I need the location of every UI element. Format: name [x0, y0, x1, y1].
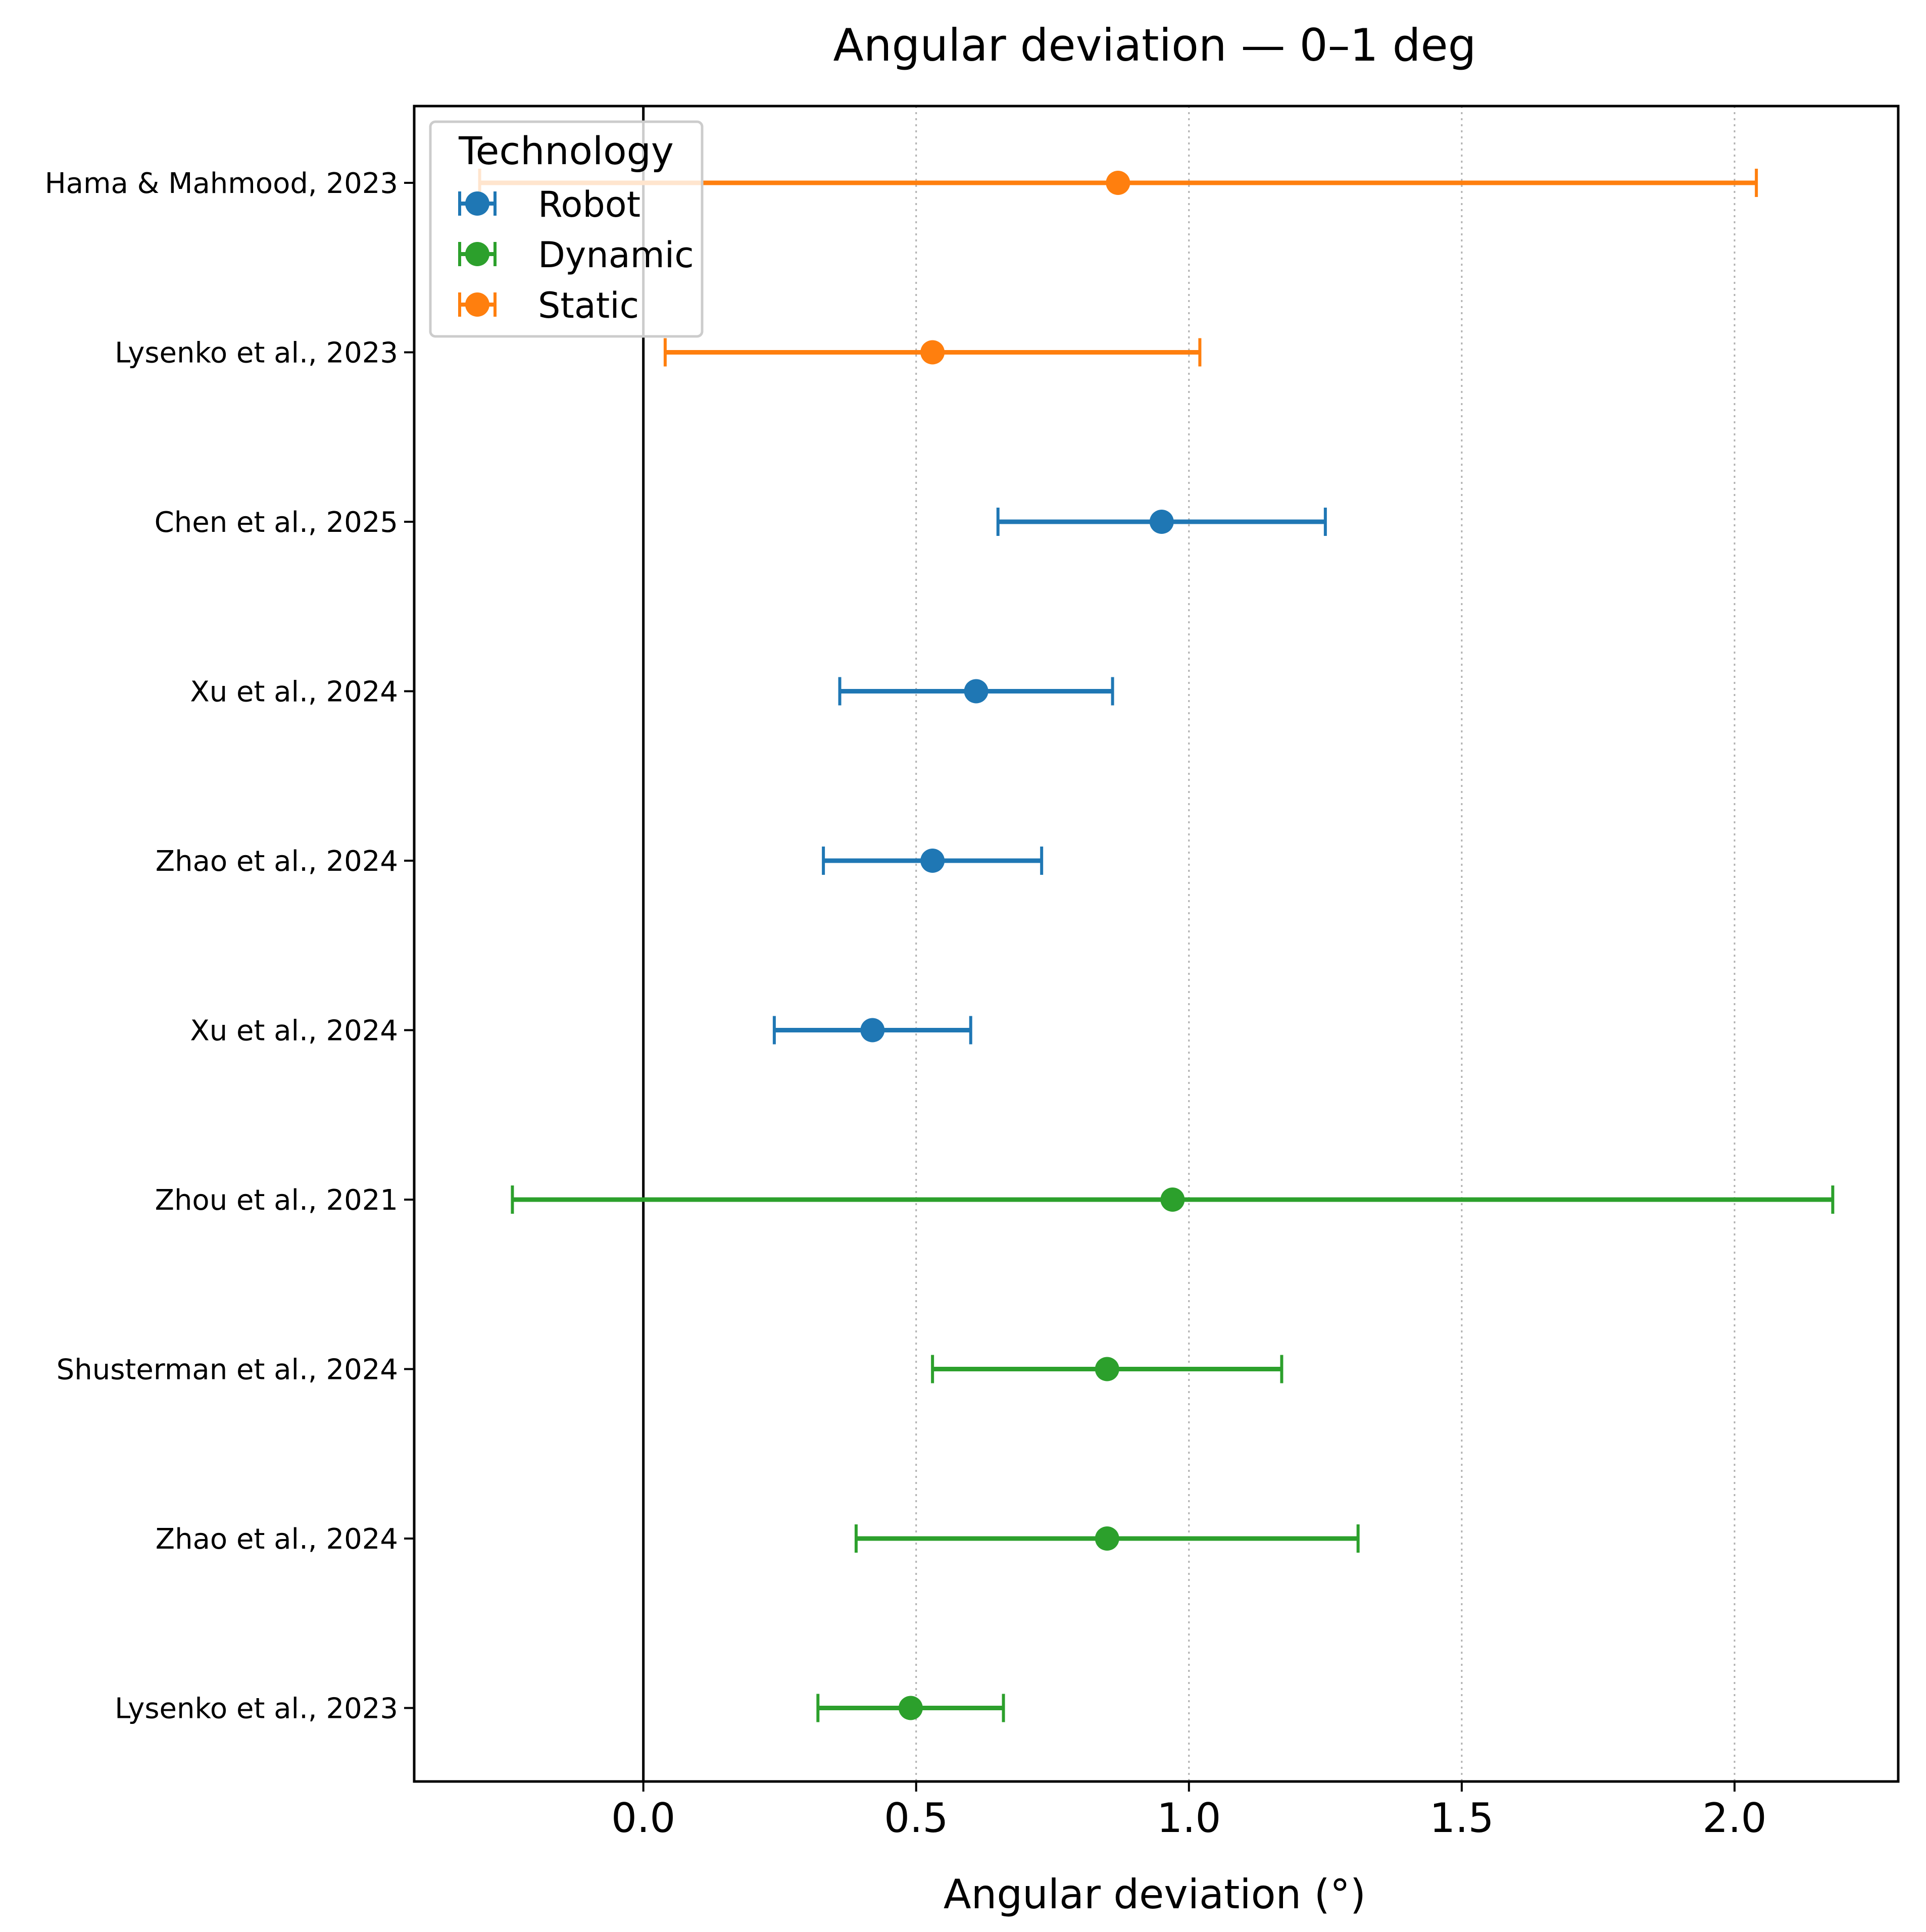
y-tick-label: Xu et al., 2024 — [190, 676, 398, 709]
legend-box — [429, 120, 704, 338]
legend-marker — [465, 191, 489, 216]
legend-marker — [465, 292, 489, 317]
study-row-7 — [931, 1355, 1283, 1383]
point-estimate — [1095, 1526, 1119, 1551]
y-tick-label: Hama & Mahmood, 2023 — [45, 167, 398, 200]
legend-label: Dynamic — [538, 234, 694, 276]
legend-entry-robot: Robot — [458, 184, 640, 225]
x-axis-label: Angular deviation (°) — [944, 1871, 1366, 1918]
x-tick-label: 0.5 — [884, 1795, 948, 1842]
legend-label: Robot — [538, 184, 640, 225]
x-tick-label: 2.0 — [1702, 1795, 1766, 1842]
point-estimate — [1095, 1357, 1119, 1381]
point-estimate — [1106, 171, 1130, 195]
y-tick-label: Lysenko et al., 2023 — [115, 1693, 398, 1725]
study-row-8 — [854, 1524, 1360, 1553]
x-tick-label: 1.0 — [1157, 1795, 1221, 1842]
legend-entries: Robot Dynamic Static — [458, 184, 694, 326]
legend-entry-dynamic: Dynamic — [458, 234, 694, 276]
legend-title: Technology — [458, 128, 674, 173]
y-tick-label: Lysenko et al., 2023 — [115, 337, 398, 370]
study-row-9 — [816, 1694, 1005, 1722]
plot-frame — [413, 105, 1900, 1783]
point-estimate — [920, 340, 945, 365]
y-tick-label: Chen et al., 2025 — [155, 506, 398, 539]
y-axis: Hama & Mahmood, 2023 Lysenko et al., 2023… — [45, 167, 414, 1725]
legend-label: Static — [538, 285, 639, 326]
point-estimate — [898, 1696, 923, 1720]
chart-title: Angular deviation — 0–1 deg — [833, 19, 1476, 71]
study-row-6 — [511, 1185, 1835, 1214]
y-tick-label: Shusterman et al., 2024 — [57, 1354, 398, 1386]
y-tick-label: Xu et al., 2024 — [190, 1015, 398, 1048]
y-tick-label: Zhao et al., 2024 — [156, 845, 398, 878]
study-row-5 — [772, 1016, 972, 1045]
point-estimate — [920, 849, 945, 873]
y-tick-label: Zhou et al., 2021 — [155, 1184, 398, 1217]
legend-entry-static: Static — [458, 285, 639, 326]
study-row-2 — [996, 508, 1327, 536]
point-estimate — [964, 679, 989, 704]
legend-marker — [465, 242, 489, 266]
x-tick-label: 0.0 — [611, 1795, 675, 1842]
y-tick-label: Zhao et al., 2024 — [156, 1523, 398, 1556]
study-row-1 — [663, 338, 1202, 367]
x-tick-label: 1.5 — [1429, 1795, 1494, 1842]
point-estimate — [1160, 1187, 1185, 1212]
point-estimate — [1149, 510, 1174, 534]
study-row-4 — [822, 847, 1044, 875]
study-row-3 — [838, 677, 1114, 706]
point-estimate — [860, 1018, 885, 1043]
x-axis: 0.0 0.5 1.0 1.5 2.0 — [611, 1781, 1767, 1842]
legend: Technology Robot Dynamic Static — [429, 120, 704, 338]
